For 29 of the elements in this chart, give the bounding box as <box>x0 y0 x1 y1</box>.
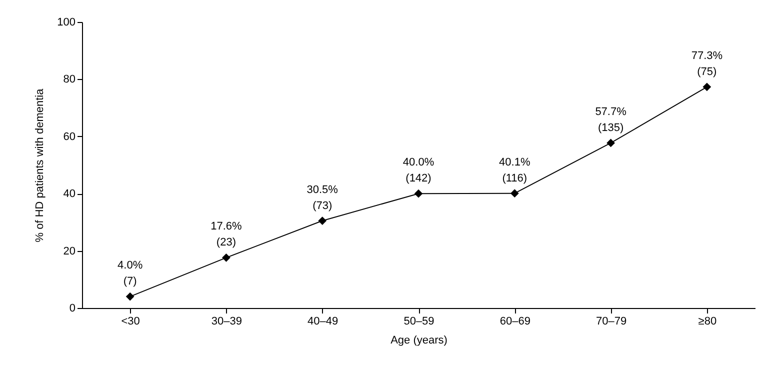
y-tick-label: 60 <box>63 130 76 143</box>
y-tick-label: 20 <box>63 245 76 258</box>
data-label: 30.5% (73) <box>306 184 338 212</box>
y-tick-label: 80 <box>63 74 76 86</box>
x-tick-label: 50–59 <box>404 316 434 328</box>
x-tick-label: 40–49 <box>308 316 338 328</box>
data-label: 4.0% (7) <box>118 260 143 288</box>
point <box>702 82 712 92</box>
y-tick-label: 0 <box>69 302 76 314</box>
y-axis-title: % of HD patients with dementia <box>34 88 46 242</box>
x-tick-label: 70–79 <box>596 316 627 328</box>
point <box>606 138 615 148</box>
point <box>510 189 519 198</box>
data-label: 57.7% (135) <box>595 106 627 134</box>
x-tick-label: 30–39 <box>211 316 242 328</box>
x-axis-title: Age (years) <box>390 334 448 346</box>
point <box>414 189 423 198</box>
point <box>318 216 327 225</box>
x-tick-label: 60–69 <box>500 316 530 328</box>
point <box>222 253 230 262</box>
y-tick-label: 100 <box>57 16 76 28</box>
data-label: 40.1% (116) <box>499 156 530 184</box>
data-label: 40.0% (142) <box>402 156 434 185</box>
x-tick-label: ≥80 <box>698 316 717 328</box>
x-tick-label: <30 <box>121 316 140 328</box>
data-label: 77.3% (75) <box>691 50 723 78</box>
y-tick-label: 40 <box>63 188 76 200</box>
point <box>126 292 134 301</box>
data-label: 17.6% (23) <box>210 220 242 249</box>
